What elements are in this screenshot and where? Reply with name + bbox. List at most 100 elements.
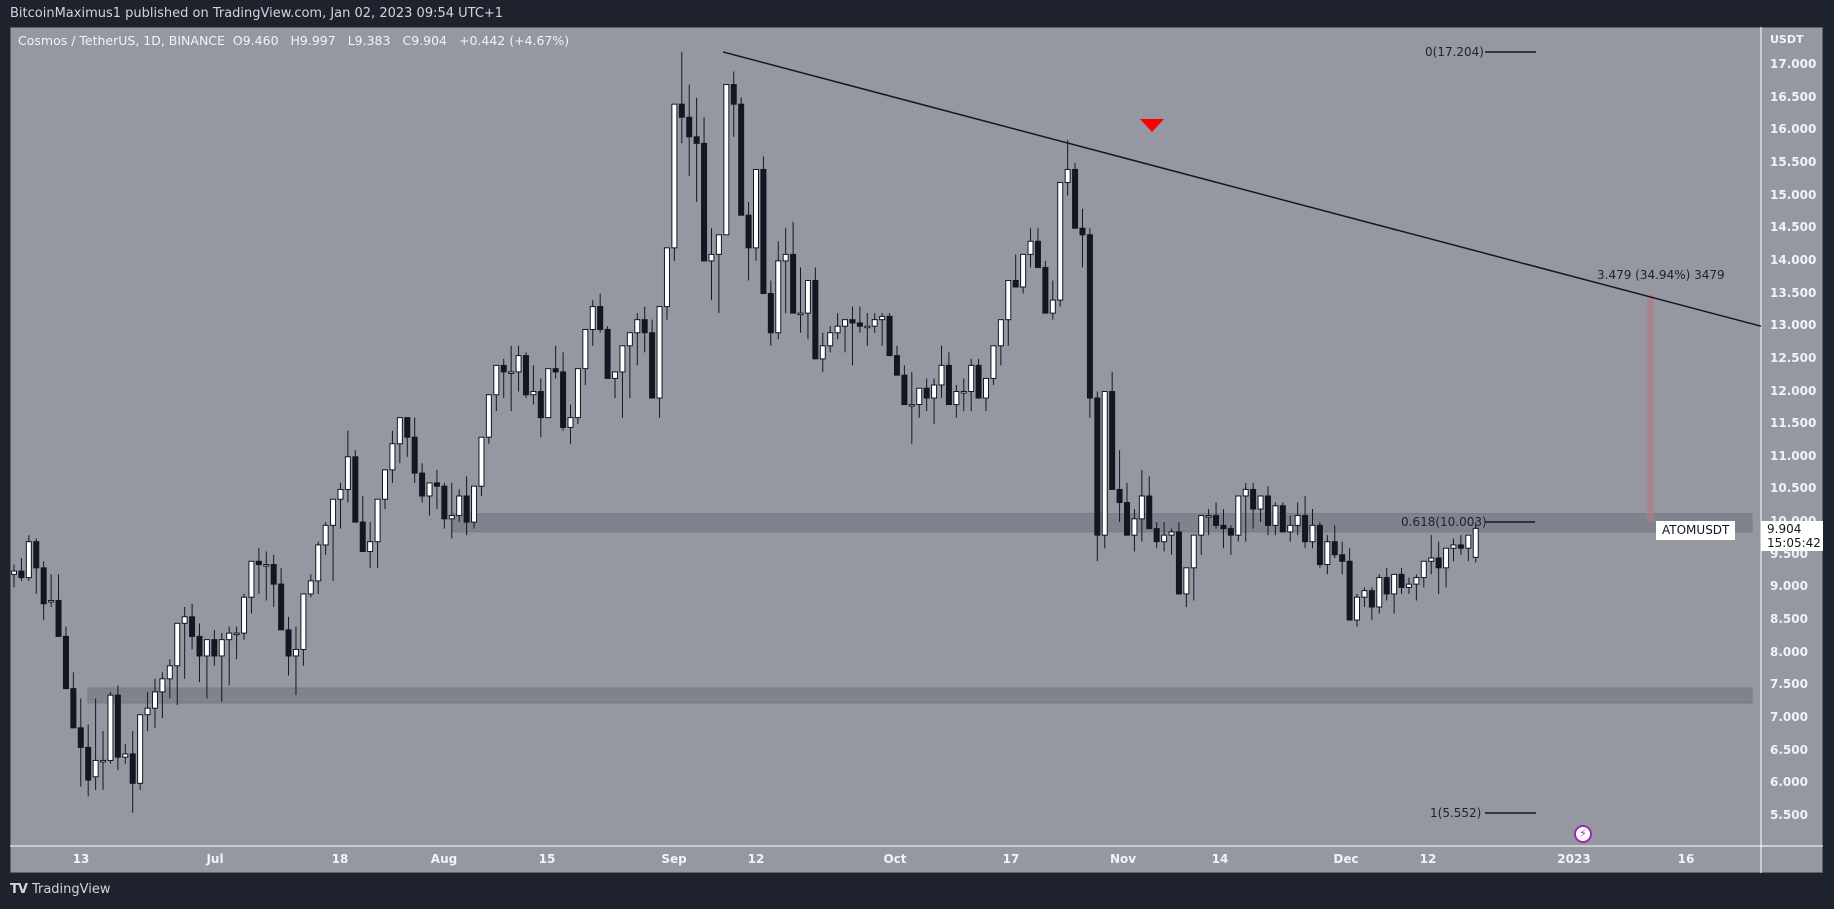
price-tick-label: 16.500 [1770, 89, 1817, 104]
price-tick-label: 7.000 [1770, 710, 1808, 724]
descending-trendline [722, 51, 1762, 327]
candle-up [100, 759, 107, 763]
candle-down [285, 629, 292, 657]
candle-up [1064, 168, 1071, 184]
time-tick-label: 18 [331, 852, 349, 866]
candle-up [389, 443, 396, 471]
bar-countdown: 15:05:42 [1767, 536, 1821, 550]
candle-down [767, 293, 774, 334]
candle-down [1435, 557, 1442, 569]
candle-up [382, 469, 388, 500]
candle-down [441, 485, 448, 520]
price-tick-label: 13.000 [1770, 318, 1817, 333]
candle-down [730, 84, 737, 105]
candle-down [1220, 524, 1227, 530]
candle-up [166, 665, 173, 680]
price-tick-label: 10.500 [1770, 481, 1817, 496]
candle-down [552, 368, 559, 373]
candle-down [1368, 590, 1375, 608]
price-tick-label: 13.500 [1770, 285, 1817, 300]
candle-up [292, 648, 299, 657]
candle-up [708, 253, 715, 262]
candle-up [723, 84, 730, 236]
published-by-text: BitcoinMaximus1 published on TradingView… [10, 6, 504, 21]
candle-down [649, 332, 656, 399]
candle-down [678, 103, 685, 118]
candle-up [1049, 299, 1056, 314]
last-price: 9.904 [1767, 522, 1802, 536]
candle-down [1094, 397, 1101, 536]
candle-down [62, 635, 69, 690]
candle-down [537, 391, 544, 419]
candle-down [901, 374, 908, 406]
candle-down [522, 355, 529, 396]
candle-up [1354, 596, 1361, 621]
candle-down [1227, 528, 1234, 536]
lightning-event-icon[interactable]: ⚡ [1574, 825, 1592, 843]
candle-up [827, 332, 834, 347]
candle-down [114, 694, 121, 758]
low-key: L [347, 33, 355, 48]
price-tick-label: 7.500 [1770, 677, 1808, 692]
candle-up [960, 391, 967, 394]
candle-down [463, 495, 470, 523]
candle-up [1361, 590, 1368, 598]
candle-up [396, 417, 403, 445]
symbol-legend: Cosmos / TetherUS, 1D, BINANCE O9.460 H9… [18, 33, 577, 48]
candle-down [1331, 541, 1338, 556]
candle-down [1153, 528, 1160, 543]
candle-up [834, 325, 841, 334]
candle-up [797, 312, 804, 316]
candle-up [1272, 505, 1279, 526]
candle-down [1213, 515, 1220, 526]
candle-down [1383, 577, 1390, 595]
candle-down [352, 456, 359, 523]
chart-panel[interactable] [10, 27, 1823, 873]
candle-up [241, 596, 248, 634]
change-value: +0.442 (+4.67%) [458, 33, 570, 48]
candle-up [871, 319, 878, 327]
candle-down [40, 567, 47, 605]
candle-up [619, 345, 626, 373]
candle-down [1250, 488, 1257, 510]
candle-down [945, 364, 952, 406]
high-key: H [290, 33, 300, 48]
candle-up [530, 391, 537, 396]
candle-up [218, 639, 225, 657]
candle-down [1034, 240, 1041, 268]
candle-up [1183, 567, 1190, 595]
candle-up [1027, 240, 1034, 255]
candle-down [1072, 168, 1079, 229]
candle-up [1235, 495, 1242, 536]
time-tick-label: 15 [538, 852, 556, 866]
candle-up [864, 325, 871, 329]
time-tick-label: 17 [1002, 852, 1020, 866]
price-tick-label: 15.500 [1770, 154, 1817, 169]
candle-down [270, 564, 277, 585]
symbol-title: Cosmos / TetherUS, 1D, BINANCE [18, 33, 225, 48]
candle-up [107, 694, 114, 761]
candle-down [1346, 560, 1353, 621]
candle-down [255, 560, 262, 566]
candle-up [968, 364, 975, 393]
candle-up [567, 417, 574, 428]
candle-up [997, 319, 1004, 347]
candle-up [715, 234, 722, 255]
candle-down [85, 746, 92, 781]
measure-label: 3.479 (34.94%) 3479 [1597, 268, 1725, 282]
candle-up [92, 759, 99, 778]
candle-down [1316, 524, 1323, 566]
candle-down [1175, 531, 1182, 595]
candle-up [916, 387, 923, 406]
candle-up [159, 678, 166, 693]
candle-down [1302, 515, 1309, 543]
price-tick-label: 14.500 [1770, 220, 1817, 235]
candle-up [656, 306, 663, 399]
candle-down [923, 387, 930, 399]
candle-up [1324, 541, 1331, 566]
candle-up [574, 368, 581, 419]
candle-down [411, 436, 418, 474]
tradingview-brand: TradingView [31, 882, 111, 897]
candle-up [990, 345, 997, 379]
